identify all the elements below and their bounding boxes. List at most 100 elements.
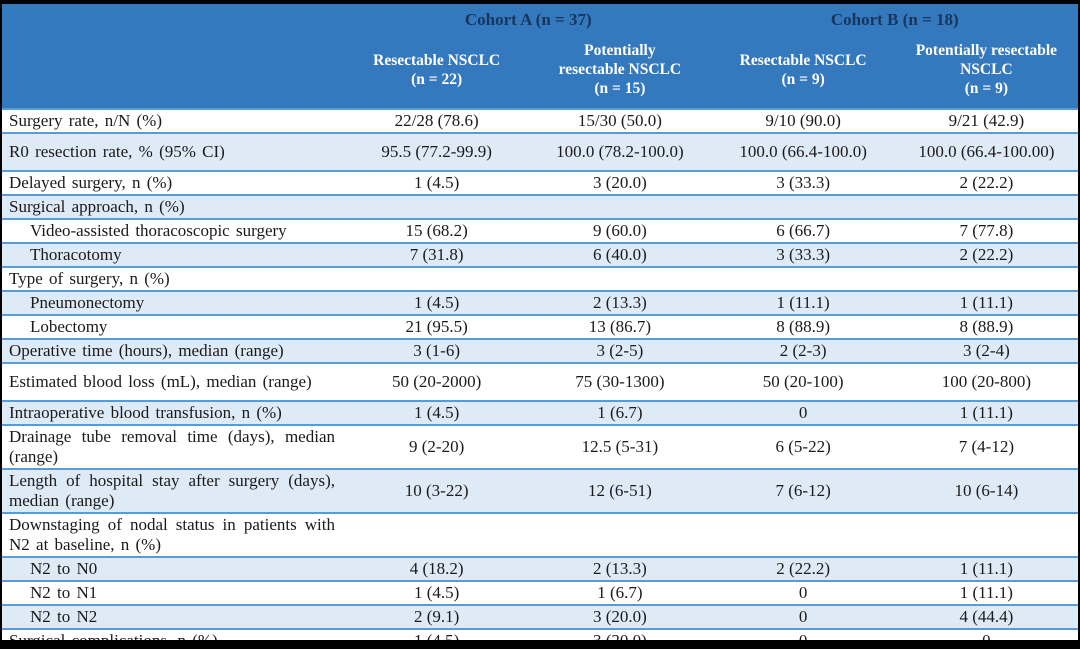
table-row: Estimated blood loss (mL), median (range… [2,362,1078,400]
table-row: Thoracotomy 7 (31.8) 6 (40.0) 3 (33.3) 2 (22… [2,242,1078,266]
cell-value: 1 (11.1) [776,293,830,312]
table-row: Lobectomy 21 (95.5) 13 (86.7) 8 (88.9) 8 (88… [2,314,1078,338]
cell-value [712,278,895,280]
cohort-group-row: Cohort A (n = 37) Cohort B (n = 18) [2,4,1078,31]
cell-value: 0 [798,583,808,602]
cell-value [895,278,1078,280]
cell-value: 12.5 (5-31) [581,437,659,456]
cell-value [528,206,711,208]
cell-value: 1 (11.1) [959,583,1013,602]
row-label: Surgical complications, n (%) [2,630,345,640]
cell-value: 7 (6-12) [775,481,831,500]
cell-value: 3 (20.0) [592,607,647,626]
cell-value: 3 (20.0) [528,630,711,640]
cell-value: 6 (5-22) [775,437,831,456]
cell-value: 6 (66.7) [776,221,831,240]
column-header-resectable-b: Resectable NSCLC (n = 9) [739,51,867,88]
cell-value: 1 (11.1) [959,559,1013,578]
cell-value: 3 (1-6) [413,341,460,360]
cell-value: 2 (9.1) [413,607,460,626]
table-row: Operative time (hours), median (range) 3 … [2,338,1078,362]
cell-value: 1 (6.7) [597,583,643,602]
cell-value: 3 (20.0) [592,173,647,192]
cell-value: 4 (44.4) [959,607,1014,626]
cell-value: 9 (2-20) [409,437,465,456]
cell-value: 2 (22.2) [776,559,831,578]
cell-value: 12 (6-51) [588,481,652,500]
table-row: Type of surgery, n (%) [2,266,1078,290]
cell-value: 1 (11.1) [959,403,1013,422]
cell-value [895,206,1078,208]
cell-value: 7 (77.8) [959,221,1014,240]
cell-value: 8 (88.9) [959,317,1014,336]
row-label: Lobectomy [30,317,108,336]
table-header: Cohort A (n = 37) Cohort B (n = 18) Rese… [2,4,1078,108]
cell-value: 9 (60.0) [592,221,647,240]
cell-value: 3 (33.3) [776,173,831,192]
row-label: Thoracotomy [30,245,122,264]
cell-value [345,278,528,280]
cell-value [712,534,895,536]
cell-value: 2 (22.2) [959,173,1014,192]
table-row: N2 to N2 2 (9.1) 3 (20.0) 0 4 (44.4) [2,604,1078,628]
table-row: Surgical complications, n (%)1 (4.5)3 (2… [2,628,1078,640]
row-label: Surgery rate, n/N (%) [9,111,162,130]
table-row: Surgery rate, n/N (%) 22/28 (78.6) 15/30 (… [2,108,1078,132]
cell-value: 2 (13.3) [592,559,647,578]
cell-value: 50 (20-100) [762,372,844,391]
cell-value: 10 (6-14) [954,481,1019,500]
cell-value: 2 (13.3) [592,293,647,312]
table-row: Video-assisted thoracoscopic surgery 15 (… [2,218,1078,242]
table-row: Delayed surgery, n (%) 1 (4.5) 3 (20.0) 3 (… [2,170,1078,194]
table-row: Drainage tube removal time (days), media… [2,424,1078,468]
row-label: Pneumonectomy [30,293,145,312]
row-label: Length of hospital stay after surgery (d… [9,471,335,510]
cell-value [528,278,711,280]
cell-value [345,206,528,208]
column-header-resectable-a: Resectable NSCLC (n = 22) [373,51,501,88]
cell-value: 75 (30-1300) [575,372,665,391]
cell-value: 3 (2-5) [596,341,644,360]
cell-value: 6 (40.0) [592,245,647,264]
column-header-row: Resectable NSCLC (n = 22) Potentially re… [2,31,1078,108]
table-row: Intraoperative blood transfusion, n (%) 1… [2,400,1078,424]
cell-value: 7 (31.8) [409,245,464,264]
table-row: R0 resection rate, % (95% CI) 95.5 (77.2-… [2,132,1078,170]
cell-value: 0 [798,403,808,422]
cohort-b-header: Cohort B (n = 18) [830,10,959,29]
row-label: Type of surgery, n (%) [9,269,170,288]
table-row: Downstaging of nodal status in patients … [2,512,1078,556]
header-spacer-cell [2,15,345,20]
cell-value: 8 (88.9) [776,317,831,336]
cell-value: 2 (2-3) [779,341,827,360]
cell-value: 22/28 (78.6) [394,111,479,130]
cell-value: 100.0 (78.2-100.0) [556,142,684,161]
cell-value: 100 (20-800) [941,372,1031,391]
row-label: Drainage tube removal time (days), media… [9,427,335,466]
row-label: Surgical approach, n (%) [9,197,185,216]
surgery-outcomes-table: Cohort A (n = 37) Cohort B (n = 18) Rese… [2,4,1078,640]
cell-value [528,534,711,536]
cell-value: 1 (4.5) [413,583,460,602]
cell-value: 1 (6.7) [597,403,643,422]
cell-value: 1 (11.1) [959,293,1013,312]
table-row: Surgical approach, n (%) [2,194,1078,218]
cell-value: 21 (95.5) [405,317,468,336]
row-label: Downstaging of nodal status in patients … [9,515,335,554]
table-row: N2 to N1 1 (4.5) 1 (6.7) 0 1 (11.1) [2,580,1078,604]
row-label: Delayed surgery, n (%) [9,173,173,192]
cell-value: 4 (18.2) [409,559,464,578]
row-label: Intraoperative blood transfusion, n (%) [9,403,282,422]
cell-value: 3 (2-4) [963,341,1010,360]
table-body: Surgery rate, n/N (%) 22/28 (78.6) 15/30 (… [2,108,1078,640]
header-spacer-cell [2,31,345,108]
cell-value: 100.0 (66.4-100.0) [739,142,867,161]
cell-value: 7 (4-12) [958,437,1014,456]
cell-value: 13 (86.7) [588,317,652,336]
cell-value: 95.5 (77.2-99.9) [381,142,492,161]
column-header-potentially-resectable-a: Potentially resectable NSCLC (n = 15) [558,42,682,97]
cell-value: 1 (4.5) [345,630,528,640]
cell-value [345,534,528,536]
row-label: N2 to N2 [30,607,98,626]
cell-value: 50 (20-2000) [392,372,482,391]
